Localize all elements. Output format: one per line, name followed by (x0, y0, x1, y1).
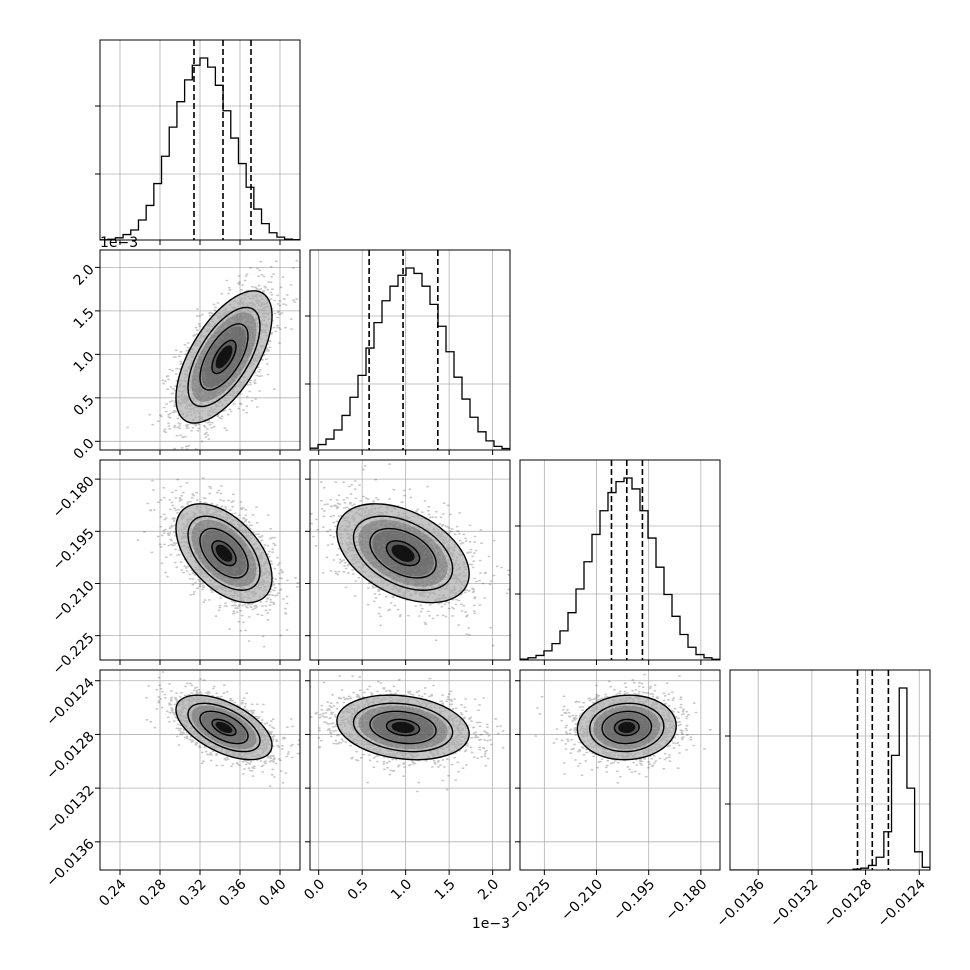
y-tick-label: 2.0 (71, 262, 98, 289)
x-tick-label: 2.0 (475, 876, 502, 903)
y-tick-label: −0.225 (50, 630, 98, 678)
x-tick-label: −0.0136 (714, 876, 768, 930)
contour-3 (175, 503, 273, 604)
contour-0 (211, 718, 237, 737)
contour-2 (187, 702, 261, 753)
contour-2 (187, 515, 261, 591)
contour-3 (336, 694, 470, 761)
contour-3 (175, 694, 273, 761)
contour-2 (589, 702, 665, 753)
density-peak (215, 721, 233, 734)
x-tick-label: 0.40 (256, 876, 289, 909)
y-tick-label: −0.210 (50, 578, 98, 626)
y-tick-label: −0.195 (50, 526, 98, 574)
density-peak (215, 544, 233, 562)
density-panel-2-0 (99, 459, 301, 661)
density-panel-3-2 (519, 669, 721, 871)
x-tick-label: 0.32 (176, 876, 209, 909)
density-peak (215, 345, 233, 369)
contour-2 (187, 306, 261, 408)
density-panel-3-0 (99, 669, 301, 871)
contour-0 (385, 540, 421, 567)
histogram-panel-3 (725, 669, 931, 871)
panel-frame (519, 459, 721, 661)
x-tick-label: −0.180 (663, 876, 711, 924)
panel-frame (309, 249, 511, 451)
x-exponent-label: 1e−3 (472, 916, 510, 932)
y-tick-label: −0.0128 (43, 729, 97, 783)
histogram-step (520, 477, 720, 660)
contour-1 (369, 527, 437, 579)
panel-frame (729, 669, 931, 871)
y-tick-label: −0.0124 (43, 675, 97, 729)
contour-0 (385, 718, 421, 737)
x-tick-label: 1.0 (388, 876, 415, 903)
x-tick-label: −0.0128 (821, 876, 875, 930)
y-tick-label: −0.0132 (43, 782, 97, 836)
x-tick-label: 0.0 (301, 876, 328, 903)
contour-0 (211, 540, 237, 567)
panel-content (310, 463, 510, 647)
y-tick-label: 0.5 (71, 392, 98, 419)
histogram-step (100, 57, 300, 240)
panel-content (310, 675, 505, 793)
x-tick-label: 1.5 (432, 876, 459, 903)
y-tick-label: 0.0 (71, 436, 98, 463)
x-tick-label: −0.195 (610, 876, 658, 924)
y-tick-label: −0.180 (50, 473, 98, 521)
x-tick-label: 0.28 (136, 876, 169, 909)
x-tick-label: −0.0124 (875, 876, 929, 930)
contour-1 (199, 710, 249, 745)
histogram-step (310, 267, 510, 450)
histogram-panel-1 (305, 249, 511, 451)
contour-1 (369, 710, 437, 745)
histogram-step (730, 687, 930, 870)
panel-content (145, 671, 300, 787)
density-peak (618, 721, 636, 734)
contour-3 (336, 503, 470, 604)
contour-2 (352, 702, 454, 753)
x-tick-label: 0.36 (216, 876, 249, 909)
panel-frame (309, 459, 511, 661)
histogram-panel-2 (515, 459, 721, 661)
x-tick-label: 0.5 (345, 876, 372, 903)
contour-0 (613, 718, 640, 737)
x-tick-label: −0.210 (558, 876, 606, 924)
contour-2 (352, 515, 454, 591)
x-tick-label: −0.225 (506, 876, 554, 924)
y-tick-label: 1.5 (71, 305, 98, 332)
contour-3 (175, 290, 273, 424)
density-peak (391, 721, 415, 734)
panel-frame (519, 669, 721, 871)
x-tick-label: 0.24 (96, 876, 129, 909)
panel-content (534, 673, 712, 784)
contour-1 (199, 323, 249, 391)
density-panel-1-0 (99, 249, 301, 451)
contour-1 (601, 710, 653, 745)
x-tick-label: −0.0132 (767, 876, 821, 930)
panel-content (136, 477, 300, 648)
density-peak (391, 544, 415, 562)
contour-3 (576, 694, 677, 761)
histogram-panel-0 (95, 39, 301, 241)
contour-1 (199, 527, 249, 579)
y-tick-label: 1.0 (71, 349, 98, 376)
contour-0 (211, 339, 237, 375)
panel-content (126, 259, 299, 450)
density-panel-3-1 (309, 669, 511, 871)
y-tick-label: −0.0136 (43, 836, 97, 890)
y-exponent-label: 1e−3 (100, 235, 138, 251)
density-panel-2-1 (309, 459, 511, 661)
panel-frame (309, 669, 511, 871)
